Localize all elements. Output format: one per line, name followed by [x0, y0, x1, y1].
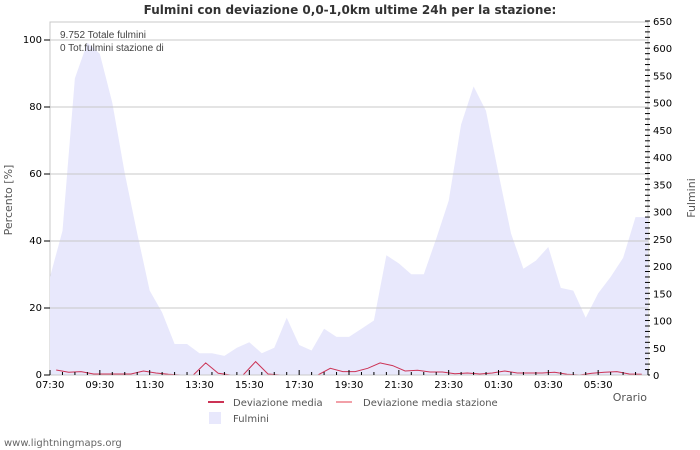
- svg-text:05:30: 05:30: [584, 380, 613, 391]
- svg-text:300: 300: [653, 208, 672, 219]
- svg-text:20: 20: [29, 303, 42, 314]
- legend-label-fulmini: Fulmini: [233, 414, 269, 425]
- svg-text:60: 60: [29, 169, 42, 180]
- svg-text:0: 0: [36, 370, 42, 381]
- svg-text:100: 100: [23, 35, 42, 46]
- total-lightning-text: 9.752 Totale fulmini: [60, 30, 146, 41]
- svg-text:550: 550: [653, 71, 672, 82]
- svg-text:03:30: 03:30: [534, 380, 563, 391]
- legend-swatch-fulmini: [209, 412, 221, 424]
- x-axis-title: Orario: [613, 391, 648, 404]
- legend-label-deviation-station: Deviazione media stazione: [363, 398, 498, 409]
- credit-link[interactable]: www.lightningmaps.org: [4, 438, 122, 449]
- station-lightning-text: 0 Tot.fulmini stazione di: [60, 43, 164, 54]
- svg-text:450: 450: [653, 126, 672, 137]
- svg-text:09:30: 09:30: [85, 380, 114, 391]
- svg-text:350: 350: [653, 180, 672, 191]
- svg-text:150: 150: [653, 289, 672, 300]
- svg-text:250: 250: [653, 235, 672, 246]
- grid-lines: [50, 39, 648, 309]
- svg-text:07:30: 07:30: [36, 380, 65, 391]
- svg-text:11:30: 11:30: [135, 380, 164, 391]
- svg-text:500: 500: [653, 99, 672, 110]
- svg-text:17:30: 17:30: [285, 380, 314, 391]
- legend-label-deviation: Deviazione media: [233, 398, 323, 409]
- svg-text:23:30: 23:30: [434, 380, 463, 391]
- svg-text:19:30: 19:30: [335, 380, 364, 391]
- y-axis-title: Percento [%]: [2, 165, 15, 236]
- svg-text:100: 100: [653, 317, 672, 328]
- chart-title: Fulmini con deviazione 0,0-1,0km ultime …: [143, 3, 557, 17]
- svg-text:0: 0: [653, 371, 659, 382]
- svg-text:80: 80: [29, 102, 42, 113]
- svg-text:600: 600: [653, 44, 672, 55]
- svg-text:21:30: 21:30: [384, 380, 413, 391]
- y2-axis-title: Fulmini: [685, 178, 698, 218]
- fulmini-area: [50, 42, 648, 376]
- right-axis: 0 50 100 150 200 250 300 350 400 450 500 550 600 650: [645, 17, 672, 382]
- svg-text:40: 40: [29, 236, 42, 247]
- svg-text:200: 200: [653, 262, 672, 273]
- svg-text:13:30: 13:30: [185, 380, 214, 391]
- svg-text:50: 50: [653, 344, 666, 355]
- left-axis: 0 20 40 60 80 100: [23, 35, 50, 381]
- svg-text:15:30: 15:30: [235, 380, 264, 391]
- legend: Deviazione media Deviazione media stazio…: [208, 398, 498, 425]
- svg-text:650: 650: [653, 17, 672, 28]
- svg-text:400: 400: [653, 153, 672, 164]
- svg-text:01:30: 01:30: [484, 380, 513, 391]
- x-axis: 07:30 09:30 11:30 13:30 15:30 17:30 19:30 21:30…: [36, 370, 649, 391]
